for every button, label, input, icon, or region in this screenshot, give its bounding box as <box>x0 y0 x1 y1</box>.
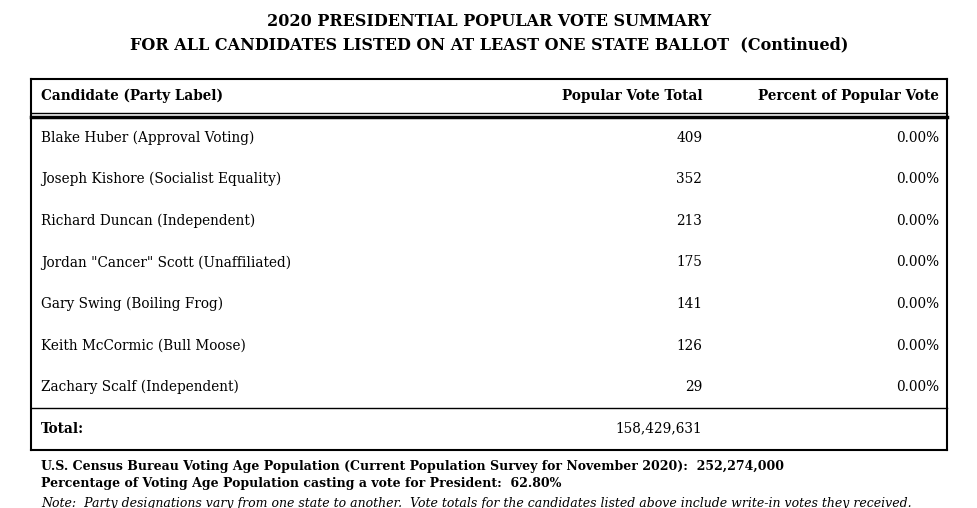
Text: Keith McCormic (Bull Moose): Keith McCormic (Bull Moose) <box>41 339 245 353</box>
Text: 409: 409 <box>675 131 701 145</box>
Text: Candidate (Party Label): Candidate (Party Label) <box>41 88 223 103</box>
Text: 2020 PRESIDENTIAL POPULAR VOTE SUMMARY: 2020 PRESIDENTIAL POPULAR VOTE SUMMARY <box>267 13 710 29</box>
Text: Gary Swing (Boiling Frog): Gary Swing (Boiling Frog) <box>41 297 223 311</box>
Text: 213: 213 <box>676 214 701 228</box>
Text: 0.00%: 0.00% <box>895 131 938 145</box>
Text: Note:  Party designations vary from one state to another.  Vote totals for the c: Note: Party designations vary from one s… <box>41 497 911 508</box>
Text: 0.00%: 0.00% <box>895 214 938 228</box>
Text: 0.00%: 0.00% <box>895 256 938 269</box>
Text: 352: 352 <box>676 172 701 186</box>
Text: Blake Huber (Approval Voting): Blake Huber (Approval Voting) <box>41 131 254 145</box>
Text: Richard Duncan (Independent): Richard Duncan (Independent) <box>41 214 255 228</box>
Text: 29: 29 <box>684 380 701 394</box>
Text: 0.00%: 0.00% <box>895 297 938 311</box>
Text: Percentage of Voting Age Population casting a vote for President:  62.80%: Percentage of Voting Age Population cast… <box>41 477 561 490</box>
Text: Zachary Scalf (Independent): Zachary Scalf (Independent) <box>41 380 238 394</box>
Text: 126: 126 <box>676 339 701 353</box>
Text: 0.00%: 0.00% <box>895 172 938 186</box>
Text: Joseph Kishore (Socialist Equality): Joseph Kishore (Socialist Equality) <box>41 172 281 186</box>
Text: Percent of Popular Vote: Percent of Popular Vote <box>757 89 938 103</box>
Text: Popular Vote Total: Popular Vote Total <box>561 89 701 103</box>
Text: 0.00%: 0.00% <box>895 339 938 353</box>
Text: Jordan "Cancer" Scott (Unaffiliated): Jordan "Cancer" Scott (Unaffiliated) <box>41 255 291 270</box>
Text: U.S. Census Bureau Voting Age Population (Current Population Survey for November: U.S. Census Bureau Voting Age Population… <box>41 460 784 473</box>
Text: 158,429,631: 158,429,631 <box>615 422 701 436</box>
Text: FOR ALL CANDIDATES LISTED ON AT LEAST ONE STATE BALLOT  (Continued): FOR ALL CANDIDATES LISTED ON AT LEAST ON… <box>130 37 847 53</box>
Text: 0.00%: 0.00% <box>895 380 938 394</box>
Text: 175: 175 <box>676 256 701 269</box>
Text: Total:: Total: <box>41 422 84 436</box>
Text: 141: 141 <box>675 297 701 311</box>
